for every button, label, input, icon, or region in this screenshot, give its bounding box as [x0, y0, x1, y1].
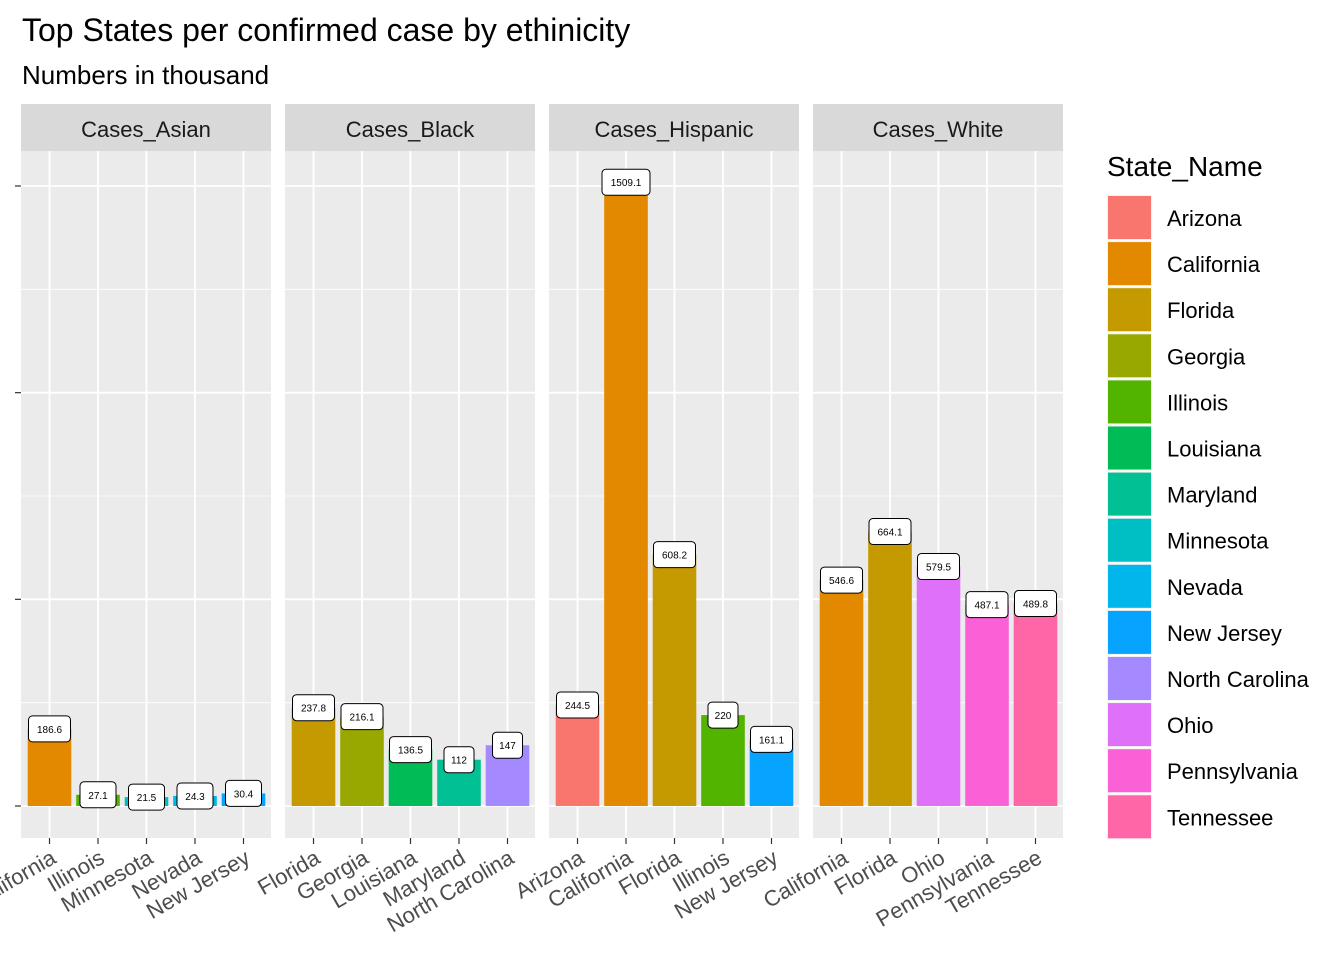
data-label: 112 — [451, 756, 467, 767]
data-label: 244.5 — [565, 701, 590, 712]
data-label: 546.6 — [829, 576, 854, 587]
facet-strip — [21, 104, 271, 151]
data-label-box — [556, 691, 599, 719]
facet-strip-label: Cases_Black — [346, 117, 475, 142]
legend-swatch — [1108, 242, 1151, 286]
data-label: 489.8 — [1023, 600, 1048, 611]
legend-swatch — [1108, 657, 1151, 700]
bar — [1013, 603, 1058, 806]
data-label-box — [492, 731, 523, 759]
data-label-box — [389, 736, 432, 764]
data-label: 487.1 — [974, 601, 999, 612]
data-label-box — [28, 715, 71, 743]
data-label: 579.5 — [926, 562, 951, 573]
legend-swatch — [1108, 703, 1151, 747]
data-label: 216.1 — [349, 713, 374, 724]
legend-label: New Jersey — [1167, 621, 1282, 646]
data-label: 1509.1 — [611, 178, 642, 189]
data-label-box — [128, 783, 165, 811]
facet-strip — [813, 104, 1063, 151]
legend: State_Name Arizona California Florida Georg… — [1107, 151, 1310, 840]
facet-strip-label: Cases_White — [873, 117, 1004, 142]
data-label: 30.4 — [234, 789, 254, 800]
data-label: 237.8 — [301, 704, 326, 715]
legend-swatch — [1108, 564, 1151, 608]
legend-swatch — [1108, 426, 1151, 470]
facet-strip-label: Cases_Hispanic — [595, 117, 754, 142]
legend-label: Ohio — [1167, 713, 1213, 738]
data-label: 186.6 — [37, 725, 62, 736]
data-label-box — [868, 518, 912, 546]
legend-label: Nevada — [1167, 575, 1244, 600]
facet-strip-label: Cases_Asian — [81, 117, 211, 142]
data-label: 147 — [499, 741, 516, 752]
bar — [819, 580, 864, 806]
data-label: 21.5 — [137, 793, 157, 804]
legend-label: Florida — [1167, 298, 1235, 323]
legend-swatch — [1108, 196, 1151, 239]
legend-swatch — [1108, 518, 1151, 562]
legend-label: Minnesota — [1167, 529, 1269, 554]
bar — [604, 182, 648, 807]
legend-swatch — [1108, 749, 1151, 793]
legend-label: Louisiana — [1167, 437, 1262, 462]
bar — [965, 604, 1009, 806]
data-label-box — [750, 725, 793, 753]
data-label-box — [965, 591, 1009, 619]
data-label: 220 — [715, 711, 732, 722]
data-label: 608.2 — [662, 551, 687, 562]
legend-label: Arizona — [1167, 206, 1242, 231]
legend-label: Georgia — [1167, 344, 1246, 369]
data-label-box — [176, 782, 214, 810]
data-label-box — [707, 701, 739, 729]
legend-label: North Carolina — [1167, 667, 1310, 692]
data-label-box — [225, 779, 262, 807]
data-label-box — [292, 694, 335, 722]
data-label-box — [601, 168, 651, 196]
legend-swatch — [1108, 472, 1151, 516]
data-label: 161.1 — [759, 735, 784, 746]
bar — [701, 715, 745, 806]
legend-title: State_Name — [1107, 151, 1263, 182]
facet-panel: Cases_Hispanic244.51509.1608.2220161.1Ar… — [511, 104, 799, 924]
legend-swatch — [1108, 795, 1151, 839]
legend-swatch — [1108, 334, 1151, 378]
data-label-box — [79, 781, 117, 809]
data-label-box — [820, 566, 863, 594]
data-label-box — [1014, 590, 1057, 618]
bar — [555, 704, 600, 806]
legend-label: California — [1167, 252, 1261, 277]
bar — [916, 566, 961, 806]
legend-swatch — [1108, 610, 1151, 654]
legend-label: Maryland — [1167, 483, 1257, 508]
facet-strip — [285, 104, 535, 151]
facet-panel: Cases_Black237.8216.1136.5112147FloridaG… — [253, 104, 535, 937]
chart-title: Top States per confirmed case by ethinic… — [22, 12, 630, 48]
data-label-box — [917, 552, 960, 580]
legend-label: Pennsylvania — [1167, 759, 1299, 784]
data-label: 136.5 — [398, 746, 423, 757]
bar — [340, 716, 384, 806]
bar — [291, 707, 336, 806]
data-label: 664.1 — [877, 528, 902, 539]
data-label: 24.3 — [185, 792, 205, 803]
chart-subtitle: Numbers in thousand — [22, 60, 269, 90]
data-label-box — [653, 541, 696, 569]
y-axis — [15, 185, 21, 807]
legend-label: Illinois — [1167, 390, 1228, 415]
legend-swatch — [1108, 380, 1151, 424]
bar — [652, 554, 697, 806]
data-label-box — [340, 703, 384, 731]
facet-strip — [549, 104, 799, 151]
data-label-box — [443, 746, 475, 774]
legend-label: Tennessee — [1167, 805, 1273, 830]
bar — [868, 531, 912, 806]
legend-swatch — [1108, 288, 1151, 332]
data-label: 27.1 — [88, 791, 108, 802]
